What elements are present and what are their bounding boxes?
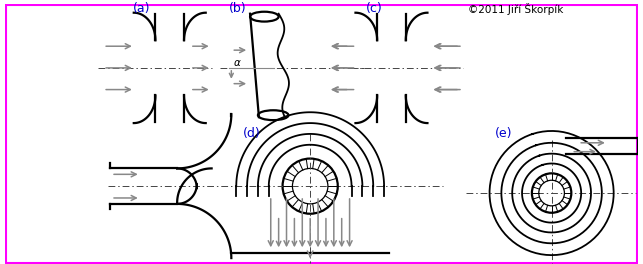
Text: ©2011 Jiří Škorpík: ©2011 Jiří Škorpík [468,3,563,15]
Text: (d): (d) [243,127,261,140]
Text: (a): (a) [133,2,150,15]
Text: $\alpha$: $\alpha$ [233,58,242,68]
Text: (b): (b) [230,2,247,15]
Text: (e): (e) [494,127,512,140]
Text: (c): (c) [367,2,383,15]
